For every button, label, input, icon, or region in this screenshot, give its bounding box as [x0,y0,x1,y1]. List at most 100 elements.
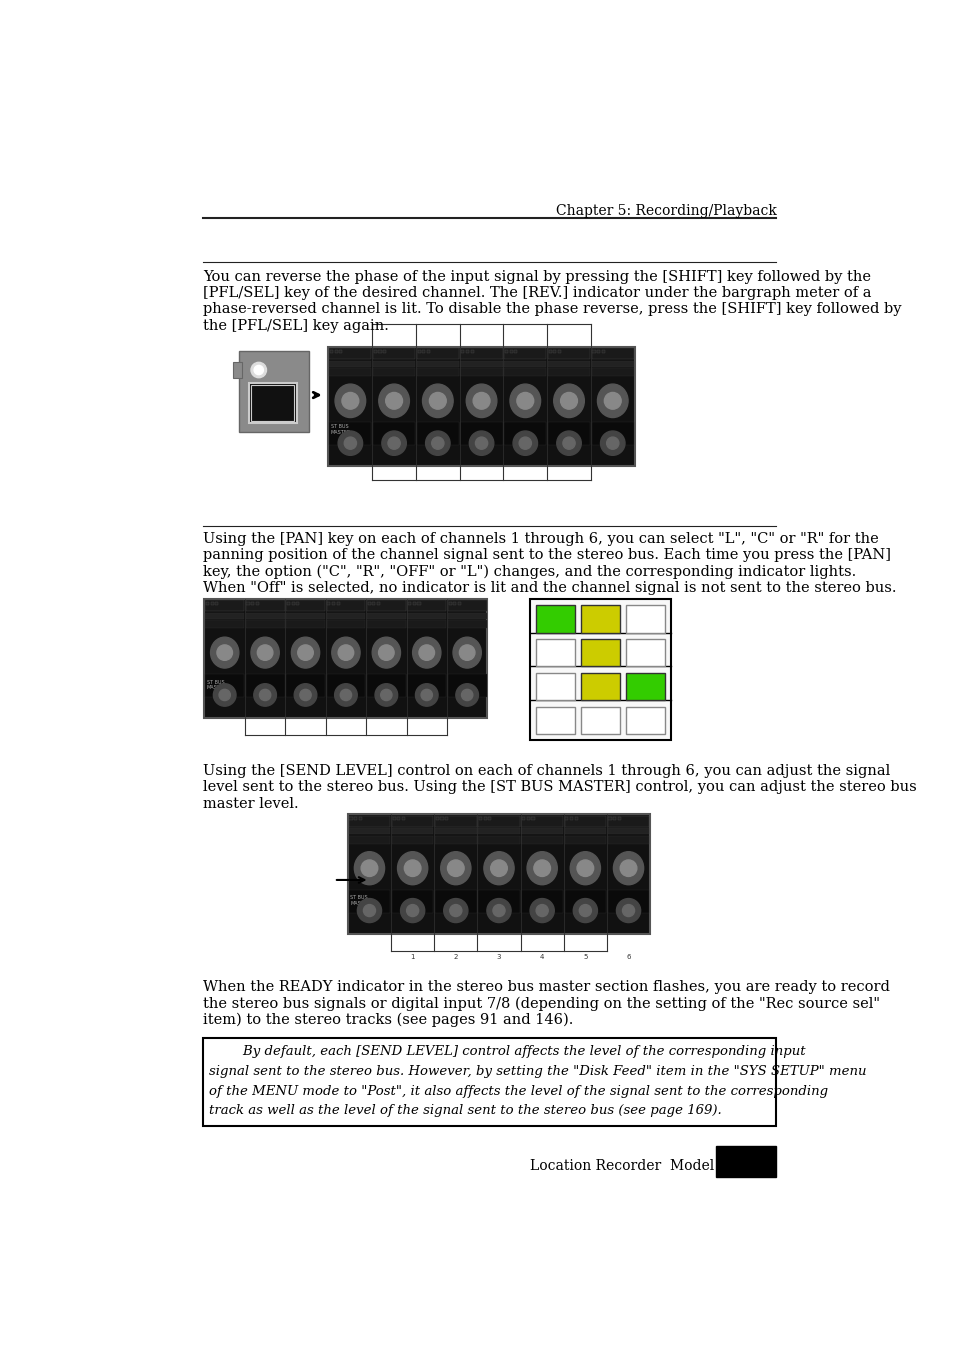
Bar [246,674,284,697]
Ellipse shape [473,392,490,409]
Bar [470,350,473,353]
Ellipse shape [211,638,238,667]
Bar [613,817,616,820]
Ellipse shape [378,644,394,661]
Bar [246,600,284,611]
Bar [354,817,356,820]
Bar [592,350,595,353]
Ellipse shape [530,898,554,923]
Ellipse shape [425,431,450,455]
Bar [447,612,486,619]
Bar [204,598,487,719]
Bar [504,423,546,446]
Bar [521,816,562,827]
Bar [373,423,415,446]
Ellipse shape [517,392,533,409]
Bar [286,674,325,697]
Ellipse shape [573,898,597,923]
Bar [564,828,605,835]
Bar [246,612,284,619]
Bar [564,890,605,913]
Bar [625,605,664,632]
Ellipse shape [513,431,537,455]
Ellipse shape [354,851,384,885]
Ellipse shape [400,898,424,923]
Bar [326,674,365,697]
Ellipse shape [510,384,540,417]
Bar [440,817,443,820]
Ellipse shape [213,684,235,707]
Ellipse shape [597,384,627,417]
Bar [447,600,486,611]
Bar [457,601,460,605]
Ellipse shape [570,851,599,885]
Bar [407,612,446,619]
Bar [521,828,562,835]
Ellipse shape [216,644,233,661]
Bar [348,816,390,827]
Bar [460,369,502,376]
Bar [504,369,546,376]
Bar [392,816,433,827]
Bar [358,817,361,820]
Bar [574,817,578,820]
Bar [536,707,575,734]
Bar [233,362,242,378]
Ellipse shape [363,905,375,916]
Ellipse shape [456,684,478,707]
Bar [580,673,619,700]
Bar [292,601,294,605]
Bar [335,350,337,353]
Bar [607,890,649,913]
Bar [393,817,395,820]
Bar [548,350,551,353]
Bar [453,601,456,605]
Bar [367,600,405,611]
Bar [564,816,605,827]
Bar [504,350,508,353]
Ellipse shape [251,638,279,667]
Bar [422,350,425,353]
Bar [426,350,430,353]
Bar [435,828,476,835]
Bar [558,350,560,353]
Bar [580,605,619,632]
Bar [607,816,649,827]
Ellipse shape [422,384,453,417]
Bar [329,423,371,446]
Bar [477,836,519,843]
Ellipse shape [429,392,446,409]
Ellipse shape [341,392,358,409]
Bar [597,350,599,353]
Bar [477,816,519,827]
Ellipse shape [388,438,400,450]
Text: Location Recorder  Model PD606: Location Recorder Model PD606 [530,1159,764,1173]
Bar [547,423,590,446]
Bar [716,1146,776,1177]
Bar [547,361,590,367]
Ellipse shape [443,898,467,923]
Text: 5: 5 [582,954,587,959]
Bar [591,349,633,359]
Bar [580,707,619,734]
Ellipse shape [599,431,624,455]
Ellipse shape [413,638,440,667]
Bar [521,890,562,913]
Ellipse shape [578,905,591,916]
Bar [553,350,556,353]
Ellipse shape [361,861,377,877]
Ellipse shape [299,689,311,701]
Bar [329,369,371,376]
Ellipse shape [294,684,316,707]
Text: Using the [PAN] key on each of channels 1 through 6, you can select "L", "C" or : Using the [PAN] key on each of channels … [203,532,896,594]
Bar [376,601,379,605]
Bar [536,639,575,666]
Bar [251,601,253,605]
Ellipse shape [380,689,392,701]
Ellipse shape [257,644,273,661]
Bar [205,600,244,611]
Text: ST BUS
MASTER: ST BUS MASTER [350,896,370,907]
Ellipse shape [486,898,511,923]
Ellipse shape [577,861,593,877]
Bar [392,836,433,843]
